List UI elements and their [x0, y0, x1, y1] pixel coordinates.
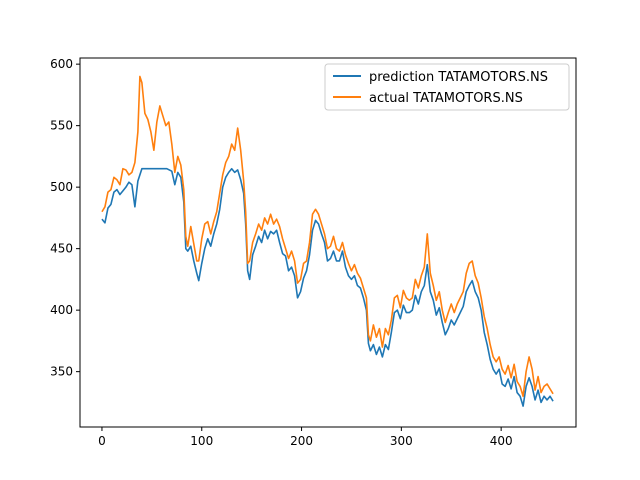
- y-tick-label: 550: [50, 119, 73, 133]
- series-line-actual: [101, 75, 554, 398]
- legend: prediction TATAMOTORS.NS actual TATAMOTO…: [324, 63, 570, 111]
- x-tick-label: 100: [190, 434, 213, 448]
- x-tick-label: 200: [290, 434, 313, 448]
- series-layer: [101, 75, 554, 407]
- legend-label-actual: actual TATAMOTORS.NS: [369, 91, 523, 106]
- x-axis: 0 100 200 300 400: [98, 427, 513, 448]
- y-axis: 350 400 450 500 550 600: [50, 57, 80, 379]
- x-tick-label: 400: [490, 434, 513, 448]
- series-line-prediction: [101, 167, 554, 407]
- x-tick-label: 0: [98, 434, 106, 448]
- y-tick-label: 500: [50, 180, 73, 194]
- y-tick-label: 350: [50, 365, 73, 379]
- y-tick-label: 400: [50, 303, 73, 317]
- plot-frame: [79, 57, 577, 428]
- y-tick-label: 600: [50, 57, 73, 71]
- legend-label-prediction: prediction TATAMOTORS.NS: [369, 70, 548, 85]
- legend-box: [324, 63, 570, 111]
- x-tick-label: 300: [390, 434, 413, 448]
- y-tick-label: 450: [50, 242, 73, 256]
